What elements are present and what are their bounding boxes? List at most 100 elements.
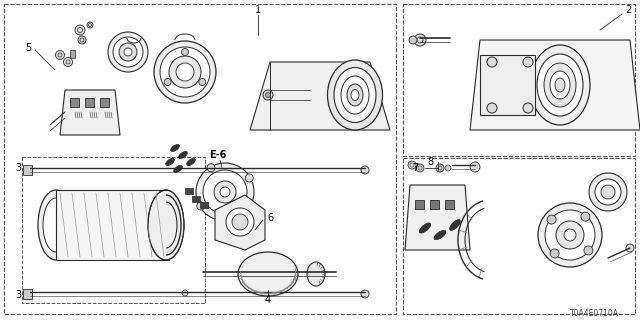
Ellipse shape — [450, 220, 460, 230]
Ellipse shape — [173, 165, 182, 172]
Bar — [100, 98, 109, 107]
Circle shape — [56, 51, 65, 60]
Circle shape — [436, 164, 444, 172]
Circle shape — [581, 212, 590, 221]
Circle shape — [182, 290, 188, 296]
Circle shape — [547, 215, 556, 224]
Ellipse shape — [196, 163, 254, 221]
Ellipse shape — [601, 185, 615, 199]
Text: 4: 4 — [265, 295, 271, 305]
Ellipse shape — [226, 208, 254, 236]
Circle shape — [584, 246, 593, 255]
Ellipse shape — [169, 56, 201, 88]
Ellipse shape — [176, 63, 194, 81]
Circle shape — [199, 78, 206, 85]
Ellipse shape — [334, 68, 376, 123]
Text: 1: 1 — [255, 5, 261, 15]
Circle shape — [182, 49, 189, 55]
Text: 2: 2 — [625, 5, 631, 15]
Circle shape — [487, 103, 497, 113]
Ellipse shape — [555, 78, 565, 92]
Circle shape — [361, 166, 369, 174]
Circle shape — [416, 164, 424, 172]
Circle shape — [196, 202, 205, 210]
Text: 7: 7 — [412, 163, 418, 173]
Polygon shape — [23, 289, 32, 299]
Ellipse shape — [341, 76, 369, 114]
Ellipse shape — [166, 158, 174, 165]
Bar — [70, 50, 75, 58]
Ellipse shape — [187, 158, 195, 165]
Bar — [56, 190, 166, 260]
Polygon shape — [60, 90, 120, 135]
Ellipse shape — [238, 252, 298, 296]
Ellipse shape — [419, 223, 431, 233]
Circle shape — [263, 90, 273, 100]
Ellipse shape — [232, 214, 248, 230]
Ellipse shape — [307, 262, 325, 286]
Polygon shape — [23, 165, 32, 175]
Circle shape — [523, 103, 533, 113]
Circle shape — [164, 78, 171, 85]
Circle shape — [78, 36, 86, 44]
Ellipse shape — [328, 60, 383, 130]
Ellipse shape — [537, 54, 583, 116]
Text: 5: 5 — [25, 43, 31, 53]
Ellipse shape — [108, 32, 148, 72]
Circle shape — [409, 36, 417, 44]
Bar — [403, 158, 635, 314]
Circle shape — [626, 244, 634, 252]
Bar — [415, 200, 424, 209]
Circle shape — [414, 34, 426, 46]
Polygon shape — [480, 55, 535, 115]
Bar — [85, 98, 94, 107]
Ellipse shape — [203, 170, 247, 214]
Bar — [22, 157, 205, 303]
Ellipse shape — [38, 190, 74, 260]
Text: 3: 3 — [15, 290, 21, 300]
Circle shape — [245, 174, 253, 182]
Ellipse shape — [538, 203, 602, 267]
Polygon shape — [470, 40, 640, 130]
Circle shape — [523, 57, 533, 67]
Bar — [200, 202, 208, 208]
Ellipse shape — [347, 84, 363, 106]
Ellipse shape — [545, 210, 595, 260]
Circle shape — [487, 57, 497, 67]
Bar — [445, 200, 454, 209]
Circle shape — [361, 290, 369, 298]
Circle shape — [87, 22, 93, 28]
Polygon shape — [405, 185, 470, 250]
Circle shape — [445, 165, 451, 171]
Bar — [403, 4, 635, 156]
Ellipse shape — [113, 37, 143, 67]
Ellipse shape — [160, 47, 210, 97]
Bar — [185, 188, 193, 194]
Circle shape — [235, 212, 243, 220]
Ellipse shape — [564, 229, 576, 241]
Circle shape — [266, 92, 271, 98]
Polygon shape — [250, 62, 390, 130]
Text: 8: 8 — [427, 157, 433, 167]
Ellipse shape — [556, 221, 584, 249]
Ellipse shape — [124, 48, 132, 56]
Circle shape — [207, 164, 215, 172]
Ellipse shape — [544, 63, 576, 107]
Ellipse shape — [154, 41, 216, 103]
Ellipse shape — [214, 181, 236, 203]
Ellipse shape — [119, 43, 137, 61]
Ellipse shape — [550, 71, 570, 99]
Bar — [4, 4, 396, 314]
Bar — [430, 200, 439, 209]
Ellipse shape — [171, 144, 179, 152]
Circle shape — [408, 161, 416, 169]
Ellipse shape — [179, 151, 188, 158]
Ellipse shape — [351, 90, 359, 100]
Ellipse shape — [220, 187, 230, 197]
Circle shape — [75, 25, 85, 35]
Polygon shape — [215, 195, 265, 250]
Ellipse shape — [434, 230, 446, 240]
Bar — [192, 196, 200, 202]
Text: T0A4E0710A: T0A4E0710A — [570, 308, 618, 317]
Circle shape — [550, 249, 559, 258]
